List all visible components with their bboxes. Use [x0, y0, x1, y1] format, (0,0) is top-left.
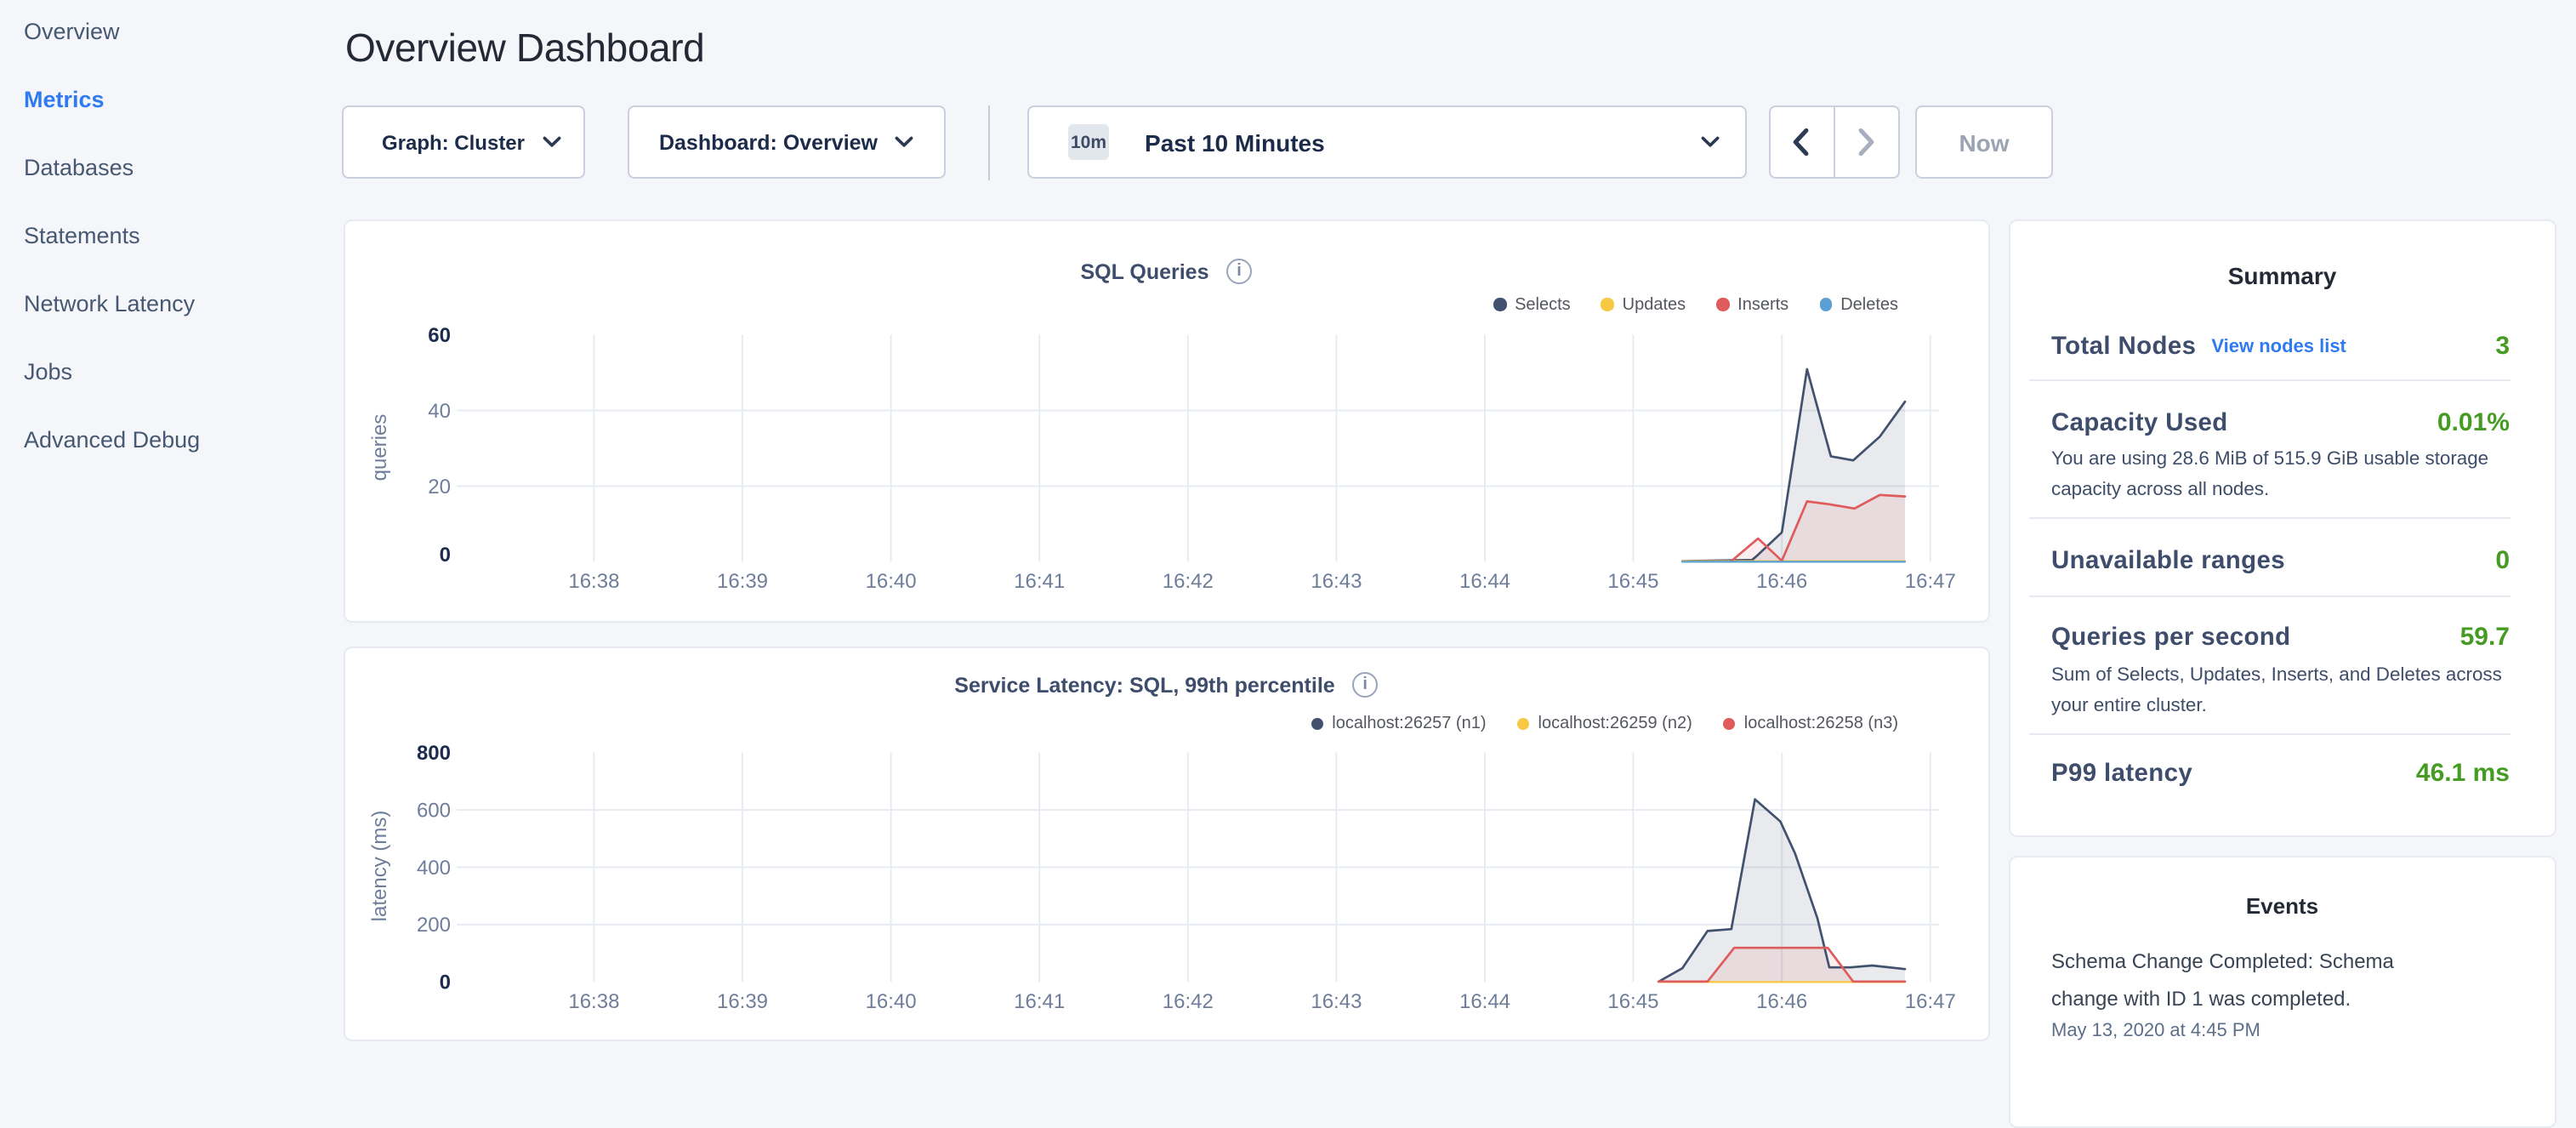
svg-text:16:39: 16:39 — [717, 569, 768, 592]
svg-text:16:41: 16:41 — [1014, 569, 1065, 592]
svg-text:16:46: 16:46 — [1756, 569, 1807, 592]
svg-text:16:43: 16:43 — [1311, 569, 1362, 592]
svg-text:16:38: 16:38 — [568, 989, 619, 1012]
svg-text:16:44: 16:44 — [1459, 569, 1510, 592]
svg-text:16:45: 16:45 — [1607, 989, 1658, 1012]
svg-text:60: 60 — [428, 323, 451, 346]
svg-text:0: 0 — [440, 543, 451, 566]
svg-text:600: 600 — [417, 798, 451, 821]
svg-text:16:40: 16:40 — [866, 989, 917, 1012]
svg-text:16:38: 16:38 — [568, 569, 619, 592]
svg-text:16:47: 16:47 — [1905, 569, 1956, 592]
svg-text:16:41: 16:41 — [1014, 989, 1065, 1012]
svg-text:16:42: 16:42 — [1163, 569, 1214, 592]
svg-text:40: 40 — [428, 399, 451, 422]
svg-text:800: 800 — [417, 741, 451, 764]
svg-text:16:43: 16:43 — [1311, 989, 1362, 1012]
svg-text:16:44: 16:44 — [1459, 989, 1510, 1012]
svg-text:200: 200 — [417, 913, 451, 936]
svg-text:16:42: 16:42 — [1163, 989, 1214, 1012]
svg-text:0: 0 — [440, 971, 451, 994]
svg-text:latency (ms): latency (ms) — [368, 810, 391, 921]
svg-text:400: 400 — [417, 856, 451, 879]
svg-text:16:47: 16:47 — [1905, 989, 1956, 1012]
svg-text:queries: queries — [368, 413, 391, 481]
svg-text:16:46: 16:46 — [1756, 989, 1807, 1012]
svg-text:16:40: 16:40 — [866, 569, 917, 592]
svg-text:20: 20 — [428, 475, 451, 498]
svg-text:16:39: 16:39 — [717, 989, 768, 1012]
svg-text:16:45: 16:45 — [1607, 569, 1658, 592]
